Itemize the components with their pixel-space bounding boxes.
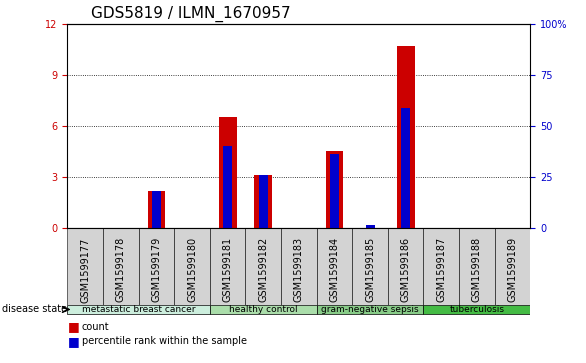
Bar <box>352 228 388 305</box>
Text: ■: ■ <box>67 335 79 348</box>
Bar <box>401 109 410 228</box>
Bar <box>388 228 424 305</box>
Text: metastatic breast cancer: metastatic breast cancer <box>82 305 195 314</box>
Bar <box>316 228 352 305</box>
Bar <box>326 151 343 228</box>
Text: GDS5819 / ILMN_1670957: GDS5819 / ILMN_1670957 <box>90 6 290 22</box>
Text: GSM1599182: GSM1599182 <box>258 237 268 302</box>
Bar <box>424 305 530 314</box>
Text: ■: ■ <box>67 320 79 333</box>
Bar <box>67 305 210 314</box>
Bar <box>174 228 210 305</box>
Bar <box>495 228 530 305</box>
Text: GSM1599178: GSM1599178 <box>116 237 126 302</box>
Bar <box>139 228 174 305</box>
Bar <box>459 228 495 305</box>
Bar <box>210 228 246 305</box>
Text: GSM1599188: GSM1599188 <box>472 237 482 302</box>
Text: GSM1599186: GSM1599186 <box>401 237 411 302</box>
Text: GSM1599189: GSM1599189 <box>507 237 517 302</box>
Bar <box>397 46 415 228</box>
Text: GSM1599180: GSM1599180 <box>187 237 197 302</box>
Bar <box>259 175 268 228</box>
Bar <box>424 228 459 305</box>
Text: count: count <box>81 322 109 331</box>
Text: GSM1599185: GSM1599185 <box>365 237 375 302</box>
Text: percentile rank within the sample: percentile rank within the sample <box>81 336 247 346</box>
Bar <box>281 228 316 305</box>
Text: healthy control: healthy control <box>229 305 298 314</box>
Bar <box>219 117 237 228</box>
Bar <box>152 191 161 228</box>
Bar <box>254 175 272 228</box>
Bar <box>103 228 139 305</box>
Text: GSM1599187: GSM1599187 <box>437 237 447 302</box>
Bar <box>67 228 103 305</box>
Text: gram-negative sepsis: gram-negative sepsis <box>321 305 419 314</box>
Text: GSM1599183: GSM1599183 <box>294 237 304 302</box>
Bar <box>330 154 339 228</box>
Bar <box>366 225 374 228</box>
Bar <box>210 305 316 314</box>
Bar <box>316 305 424 314</box>
Bar <box>246 228 281 305</box>
Text: GSM1599181: GSM1599181 <box>223 237 233 302</box>
Bar <box>223 146 232 228</box>
Text: GSM1599177: GSM1599177 <box>80 237 90 303</box>
Bar <box>148 191 165 228</box>
Text: GSM1599184: GSM1599184 <box>329 237 339 302</box>
Text: disease state: disease state <box>2 305 67 314</box>
Text: tuberculosis: tuberculosis <box>449 305 505 314</box>
Text: GSM1599179: GSM1599179 <box>151 237 161 302</box>
